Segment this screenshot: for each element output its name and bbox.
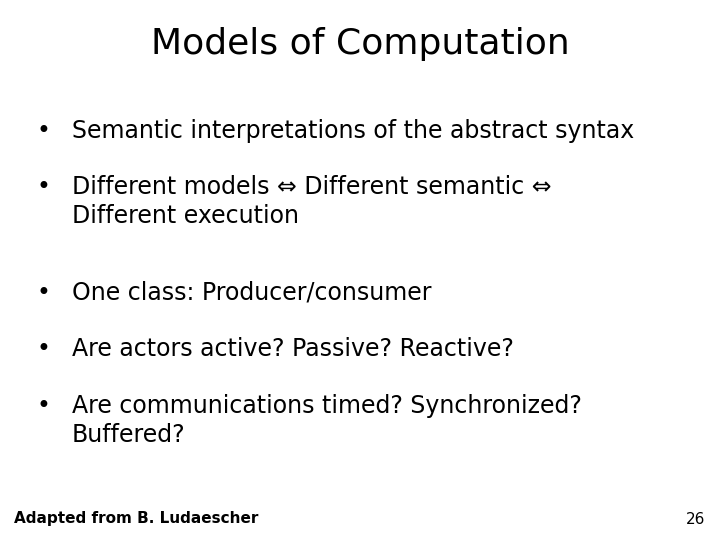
Text: Semantic interpretations of the abstract syntax: Semantic interpretations of the abstract… — [72, 119, 634, 143]
Text: •: • — [36, 176, 50, 199]
Text: •: • — [36, 119, 50, 143]
Text: •: • — [36, 338, 50, 361]
Text: Different models ⇔ Different semantic ⇔
Different execution: Different models ⇔ Different semantic ⇔ … — [72, 176, 552, 228]
Text: •: • — [36, 394, 50, 418]
Text: One class: Producer/consumer: One class: Producer/consumer — [72, 281, 431, 305]
Text: •: • — [36, 281, 50, 305]
Text: Are communications timed? Synchronized?
Buffered?: Are communications timed? Synchronized? … — [72, 394, 582, 447]
Text: Adapted from B. Ludaescher: Adapted from B. Ludaescher — [14, 511, 258, 526]
Text: Models of Computation: Models of Computation — [150, 27, 570, 61]
Text: 26: 26 — [686, 511, 706, 526]
Text: Are actors active? Passive? Reactive?: Are actors active? Passive? Reactive? — [72, 338, 514, 361]
